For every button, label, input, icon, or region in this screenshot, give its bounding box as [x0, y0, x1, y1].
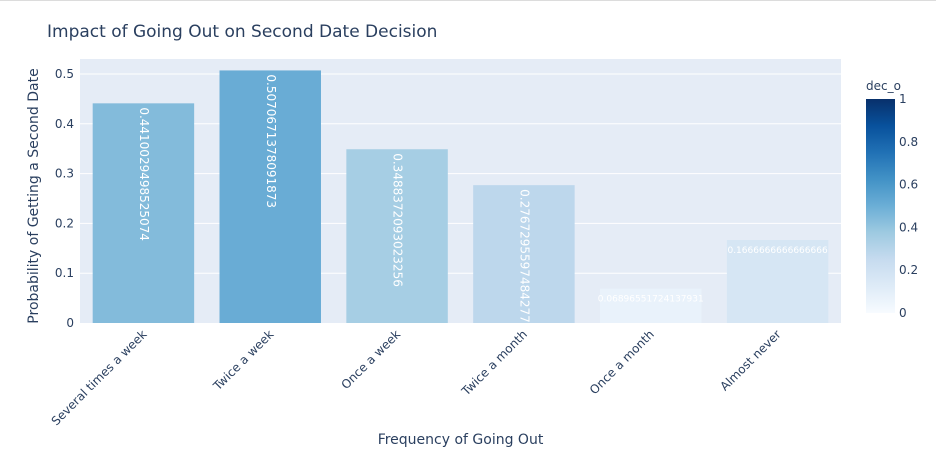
- x-tick-label: Almost never: [717, 327, 783, 393]
- bar[interactable]: [219, 70, 321, 324]
- y-tick-label: 0.5: [55, 67, 74, 81]
- bar[interactable]: [726, 239, 829, 323]
- colorbar-title: dec_o: [866, 79, 901, 93]
- colorbar-tick-label: 0.6: [899, 178, 918, 192]
- colorbar-tick-label: 1: [899, 92, 907, 106]
- bar-value-label: 0.06896551724137931: [598, 295, 704, 305]
- colorbar-tick-label: 0.4: [899, 220, 918, 234]
- y-tick-label: 0.2: [55, 216, 74, 230]
- x-tick-label: Once a week: [338, 327, 403, 392]
- bar-value-label: 0.2767295597484277: [517, 189, 531, 323]
- plot-background: [80, 59, 841, 323]
- y-tick-label: 0.3: [55, 167, 74, 181]
- x-tick-label: Once a month: [587, 327, 657, 397]
- bar[interactable]: [346, 149, 448, 323]
- bar[interactable]: [473, 185, 575, 323]
- x-axis-title: Frequency of Going Out: [378, 432, 544, 448]
- x-tick-label: Twice a month: [458, 327, 530, 399]
- bar-value-label: 0.3488372093023256: [391, 153, 405, 287]
- bar[interactable]: [600, 288, 702, 323]
- colorbar-tick-label: 0: [899, 306, 907, 320]
- colorbar: [866, 99, 895, 313]
- bar-value-label: 0.4410029498525074: [137, 107, 151, 241]
- bar-value-label: 0.1666666666666666: [727, 246, 827, 256]
- top-border: [0, 0, 936, 1]
- y-tick-label: 0: [66, 316, 74, 330]
- x-tick-label: Twice a week: [210, 327, 276, 393]
- y-tick-label: 0.1: [55, 266, 74, 280]
- colorbar-tick-label: 0.2: [899, 263, 918, 277]
- y-tick-label: 0.4: [55, 117, 74, 131]
- bar[interactable]: [92, 103, 195, 324]
- bar-value-label: 0.5070671378091873: [264, 74, 278, 208]
- y-axis-title: Probability of Getting a Second Date: [26, 68, 42, 323]
- chart-title: Impact of Going Out on Second Date Decis…: [47, 22, 437, 42]
- colorbar-tick-label: 0.8: [899, 135, 918, 149]
- x-tick-label: Several times a week: [49, 327, 150, 428]
